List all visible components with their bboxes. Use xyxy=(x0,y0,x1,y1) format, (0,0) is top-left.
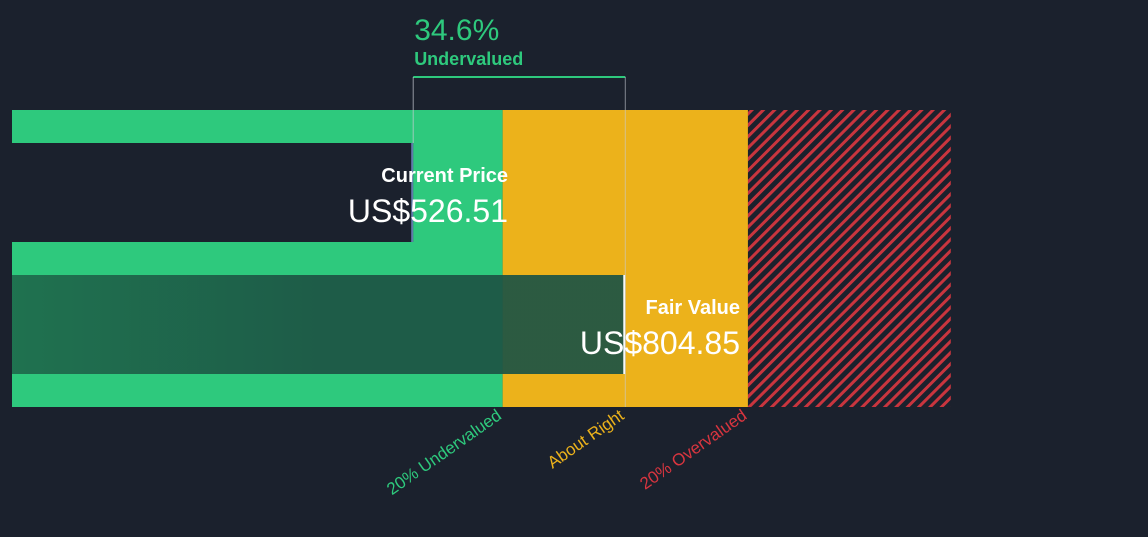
zone-label-overvalued: 20% Overvalued xyxy=(636,406,750,494)
price-bars xyxy=(12,143,626,374)
current-price-bar xyxy=(12,143,414,242)
fair-value-bar xyxy=(12,275,626,374)
current-price-label: Current Price xyxy=(381,165,508,187)
current-price-bar-edge xyxy=(411,143,414,242)
zone-label-about-right: About Right xyxy=(544,406,628,473)
fair-value-bar-edge xyxy=(623,275,626,374)
difference-label: Undervalued xyxy=(414,49,523,69)
zone-overvalued xyxy=(747,110,951,407)
zone-label-undervalued: 20% Undervalued xyxy=(383,406,505,499)
fair-value-label: Fair Value xyxy=(646,297,741,319)
current-price-value: US$526.51 xyxy=(348,193,508,229)
difference-bracket xyxy=(412,76,626,407)
fair-value-value: US$804.85 xyxy=(580,325,740,361)
difference-percent: 34.6% xyxy=(414,14,499,47)
